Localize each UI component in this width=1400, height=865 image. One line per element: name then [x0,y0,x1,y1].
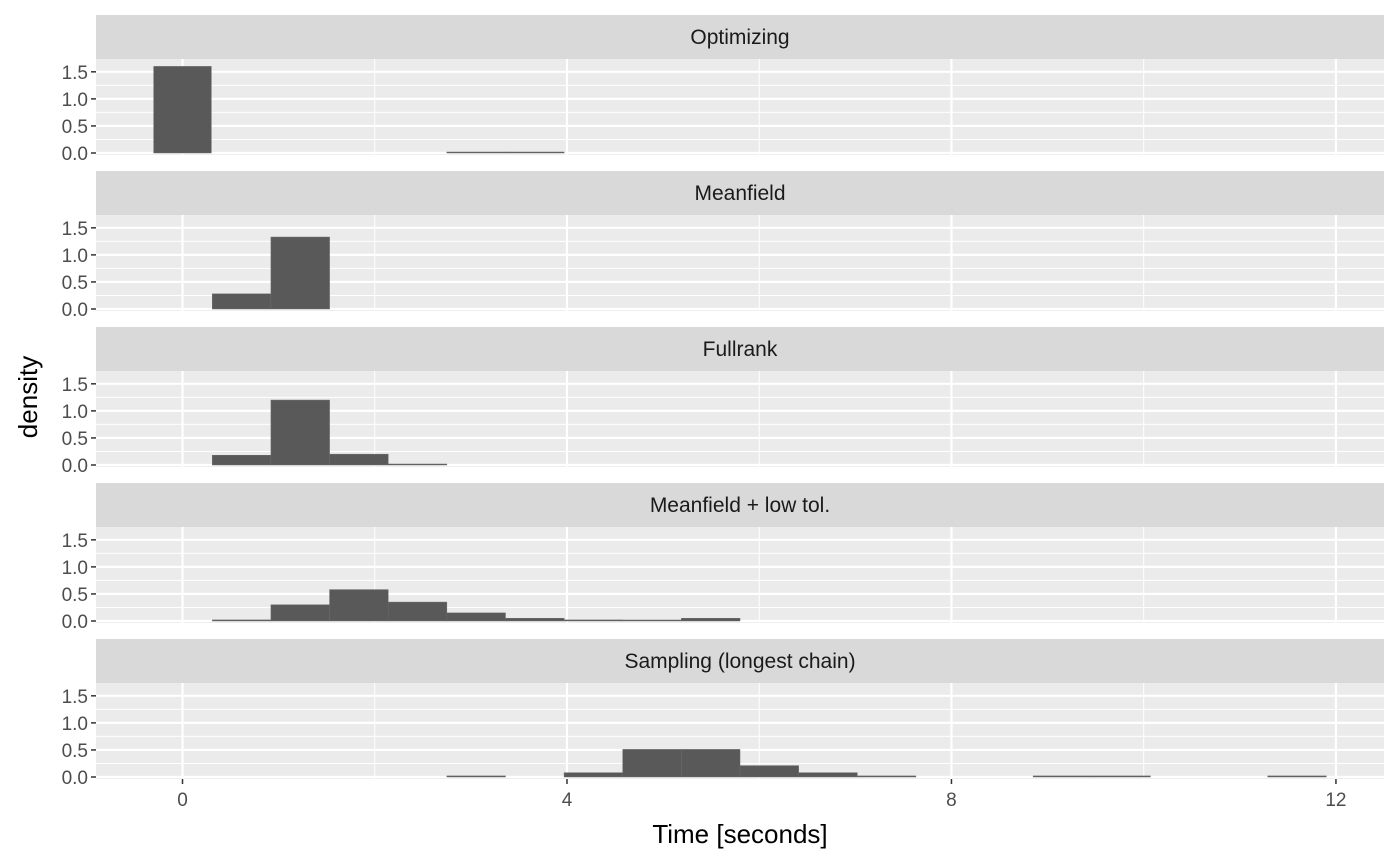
histogram-bar [1091,775,1151,778]
facet-strip [96,639,1384,683]
histogram-bar [505,151,565,154]
histogram-bar [212,619,272,622]
y-tick-label: 0.0 [62,612,88,633]
facet-strip-label: Fullrank [703,338,778,361]
histogram-bar [270,399,330,466]
histogram-bar [622,749,682,778]
y-tick-label: 1.0 [62,558,88,579]
facet-strip-label: Optimizing [690,26,789,49]
facet-strip-label: Sampling (longest chain) [624,650,855,673]
histogram-bar [270,236,330,310]
histogram-bar [446,151,506,154]
histogram-bar [387,463,448,466]
x-axis: 0 4 8 12 [177,779,1347,811]
histogram-bar [505,618,565,622]
y-tick-label: 0.5 [62,117,88,138]
y-tick-label: 0.5 [62,585,88,606]
y-tick-label: 1.5 [62,63,88,84]
facet-panel: Meanfield 0.0 0.5 1.0 1.5 [62,171,1384,321]
y-tick-label: 1.5 [62,219,88,240]
facet-panel: Fullrank 0.0 0.5 1.0 1.5 [62,327,1384,477]
histogram-bar [1267,775,1327,778]
facet-panel: Optimizing 0.0 0.5 1.0 1.5 [62,15,1384,165]
y-tick-label: 1.0 [62,402,88,423]
y-tick-label: 1.5 [62,531,88,552]
y-tick-label: 0.0 [62,144,88,165]
histogram-bar [681,749,741,778]
y-tick-label: 1.0 [62,90,88,111]
facet-panel: Sampling (longest chain) 0.0 0.5 1.0 1.5 [62,639,1384,789]
histogram-bar [563,772,623,778]
histogram-bar [798,772,858,778]
histogram-bar [270,604,330,622]
facet-strip [96,327,1384,371]
histogram-bar [212,455,272,466]
histogram-bar [387,601,448,622]
histogram-bar [739,765,799,778]
histogram-bar [329,589,389,622]
x-tick-label: 4 [562,790,573,811]
y-tick-label: 0.5 [62,429,88,450]
x-tick-label: 8 [946,790,957,811]
x-tick-label: 12 [1325,790,1346,811]
y-tick-label: 1.0 [62,714,88,735]
y-tick-label: 0.0 [62,768,88,789]
panel-background [96,59,1384,155]
histogram-bar [329,453,389,466]
facet-strip [96,483,1384,527]
histogram-bar [446,612,506,622]
y-tick-label: 0.0 [62,456,88,477]
y-tick-label: 1.5 [62,375,88,396]
x-axis-title: Time [seconds] [652,819,827,849]
y-axis-title: density [13,356,43,438]
y-tick-label: 1.5 [62,687,88,708]
y-tick-label: 0.0 [62,300,88,321]
histogram-bar [622,619,682,622]
histogram-bar [1032,775,1093,778]
facet-panels: Optimizing 0.0 0.5 1.0 1.5 Meanfield 0.0 0.5 1.0… [62,15,1384,789]
histogram-bar [153,66,212,154]
histogram-bar [563,619,623,622]
facet-panel: Meanfield + low tol. 0.0 0.5 1.0 1.5 [62,483,1384,633]
histogram-bar [857,775,917,778]
y-tick-label: 0.5 [62,273,88,294]
facet-strip-label: Meanfield [694,182,785,205]
y-tick-label: 0.5 [62,741,88,762]
histogram-bar [212,293,272,310]
x-tick-label: 0 [177,790,188,811]
facet-strip-label: Meanfield + low tol. [650,494,830,517]
facet-strip [96,15,1384,59]
y-tick-label: 1.0 [62,246,88,267]
histogram-bar [446,775,506,778]
facet-strip [96,171,1384,215]
histogram-bar [681,618,741,622]
